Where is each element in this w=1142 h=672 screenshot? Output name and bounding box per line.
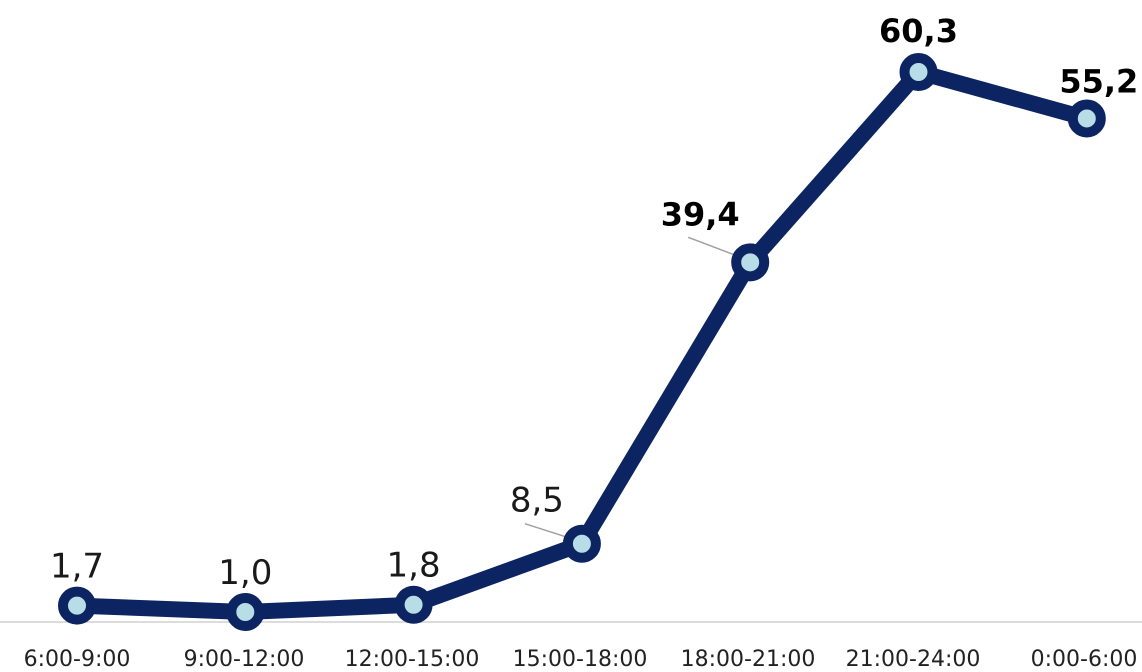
marker-1: [226, 593, 265, 631]
data-labels: 1,7 1,0 1,8 8,5 39,4 60,3 55,2: [50, 12, 1138, 593]
marker-2: [394, 585, 433, 624]
marker-3: [562, 524, 601, 563]
data-label-0: 1,7: [50, 547, 104, 587]
x-tick-labels: 6:00-9:00 9:00-12:00 12:00-15:00 15:00-18:0…: [24, 647, 1138, 672]
x-tick-label-4: 18:00-21:00: [681, 647, 816, 672]
marker-4: [731, 243, 770, 282]
x-tick-label-3: 15:00-18:00: [513, 647, 648, 672]
x-tick-label-6: 0:00-6:00: [1031, 647, 1138, 672]
data-label-3: 8,5: [510, 481, 564, 521]
data-label-5: 60,3: [879, 12, 958, 50]
data-label-6: 55,2: [1059, 62, 1138, 100]
data-label-1: 1,0: [218, 553, 272, 593]
data-label-4: 39,4: [661, 195, 740, 233]
marker-6: [1067, 99, 1106, 138]
x-tick-label-1: 9:00-12:00: [184, 647, 305, 672]
marker-0: [58, 586, 96, 625]
x-tick-label-5: 21:00-24:00: [846, 647, 981, 672]
x-tick-label-2: 12:00-15:00: [345, 647, 480, 672]
markers: [58, 53, 1106, 631]
x-tick-label-0: 6:00-9:00: [24, 647, 131, 672]
marker-5: [899, 53, 938, 91]
data-label-2: 1,8: [387, 546, 441, 586]
